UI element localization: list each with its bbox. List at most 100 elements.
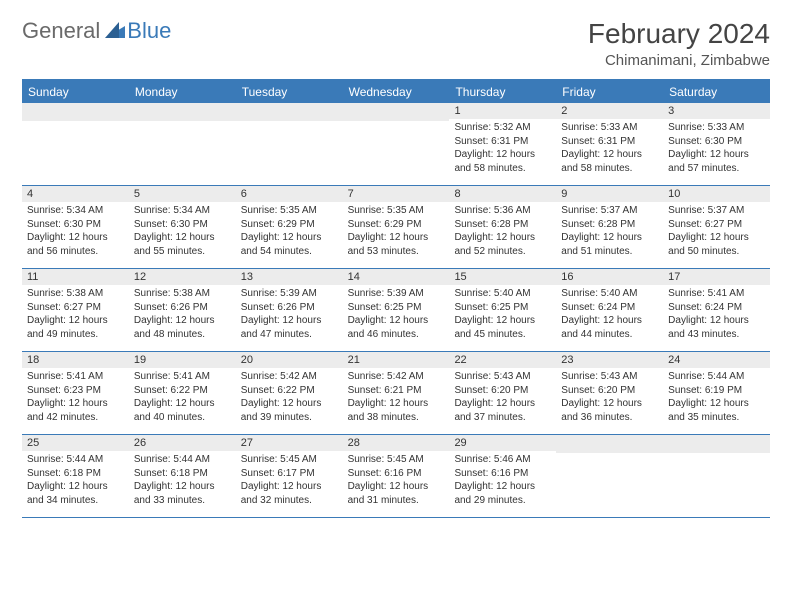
sunrise-text: Sunrise: 5:34 AM: [27, 204, 124, 218]
daylight-text: Daylight: 12 hours and 49 minutes.: [27, 314, 124, 341]
sunset-text: Sunset: 6:19 PM: [668, 384, 765, 398]
sunset-text: Sunset: 6:26 PM: [134, 301, 231, 315]
day-number: 28: [343, 435, 450, 451]
day-cell: [236, 103, 343, 185]
daylight-text: Daylight: 12 hours and 54 minutes.: [241, 231, 338, 258]
day-cell: 27Sunrise: 5:45 AMSunset: 6:17 PMDayligh…: [236, 435, 343, 517]
sunrise-text: Sunrise: 5:36 AM: [454, 204, 551, 218]
sunset-text: Sunset: 6:30 PM: [27, 218, 124, 232]
sunset-text: Sunset: 6:20 PM: [561, 384, 658, 398]
empty-day-number: [129, 103, 236, 121]
day-cell: 17Sunrise: 5:41 AMSunset: 6:24 PMDayligh…: [663, 269, 770, 351]
day-body: Sunrise: 5:37 AMSunset: 6:28 PMDaylight:…: [556, 202, 663, 262]
calendar: SundayMondayTuesdayWednesdayThursdayFrid…: [22, 79, 770, 518]
sunrise-text: Sunrise: 5:38 AM: [134, 287, 231, 301]
sunrise-text: Sunrise: 5:45 AM: [348, 453, 445, 467]
day-cell: 23Sunrise: 5:43 AMSunset: 6:20 PMDayligh…: [556, 352, 663, 434]
sunrise-text: Sunrise: 5:46 AM: [454, 453, 551, 467]
daylight-text: Daylight: 12 hours and 35 minutes.: [668, 397, 765, 424]
sunrise-text: Sunrise: 5:41 AM: [668, 287, 765, 301]
day-header-tuesday: Tuesday: [236, 81, 343, 103]
daylight-text: Daylight: 12 hours and 34 minutes.: [27, 480, 124, 507]
day-cell: 2Sunrise: 5:33 AMSunset: 6:31 PMDaylight…: [556, 103, 663, 185]
day-body: Sunrise: 5:39 AMSunset: 6:25 PMDaylight:…: [343, 285, 450, 345]
sunset-text: Sunset: 6:17 PM: [241, 467, 338, 481]
sunset-text: Sunset: 6:25 PM: [454, 301, 551, 315]
day-body: Sunrise: 5:37 AMSunset: 6:27 PMDaylight:…: [663, 202, 770, 262]
sunrise-text: Sunrise: 5:39 AM: [241, 287, 338, 301]
day-body: Sunrise: 5:35 AMSunset: 6:29 PMDaylight:…: [343, 202, 450, 262]
day-number: 3: [663, 103, 770, 119]
day-number: 10: [663, 186, 770, 202]
day-header-monday: Monday: [129, 81, 236, 103]
sunrise-text: Sunrise: 5:37 AM: [668, 204, 765, 218]
day-body: Sunrise: 5:44 AMSunset: 6:18 PMDaylight:…: [22, 451, 129, 511]
day-cell: 1Sunrise: 5:32 AMSunset: 6:31 PMDaylight…: [449, 103, 556, 185]
sunset-text: Sunset: 6:29 PM: [241, 218, 338, 232]
logo-text-general: General: [22, 18, 100, 44]
day-cell: 18Sunrise: 5:41 AMSunset: 6:23 PMDayligh…: [22, 352, 129, 434]
daylight-text: Daylight: 12 hours and 36 minutes.: [561, 397, 658, 424]
empty-day-number: [236, 103, 343, 121]
day-number: 8: [449, 186, 556, 202]
daylight-text: Daylight: 12 hours and 39 minutes.: [241, 397, 338, 424]
sunset-text: Sunset: 6:18 PM: [27, 467, 124, 481]
day-body: Sunrise: 5:43 AMSunset: 6:20 PMDaylight:…: [449, 368, 556, 428]
day-number: 24: [663, 352, 770, 368]
sunset-text: Sunset: 6:29 PM: [348, 218, 445, 232]
sunrise-text: Sunrise: 5:44 AM: [27, 453, 124, 467]
day-number: 5: [129, 186, 236, 202]
sunrise-text: Sunrise: 5:40 AM: [454, 287, 551, 301]
sunset-text: Sunset: 6:30 PM: [668, 135, 765, 149]
day-body: Sunrise: 5:44 AMSunset: 6:19 PMDaylight:…: [663, 368, 770, 428]
day-number: 18: [22, 352, 129, 368]
day-header-thursday: Thursday: [449, 81, 556, 103]
daylight-text: Daylight: 12 hours and 33 minutes.: [134, 480, 231, 507]
sunset-text: Sunset: 6:27 PM: [668, 218, 765, 232]
day-number: 17: [663, 269, 770, 285]
sunrise-text: Sunrise: 5:39 AM: [348, 287, 445, 301]
daylight-text: Daylight: 12 hours and 37 minutes.: [454, 397, 551, 424]
day-body: Sunrise: 5:41 AMSunset: 6:24 PMDaylight:…: [663, 285, 770, 345]
day-number: 26: [129, 435, 236, 451]
day-cell: [22, 103, 129, 185]
day-cell: 13Sunrise: 5:39 AMSunset: 6:26 PMDayligh…: [236, 269, 343, 351]
sunrise-text: Sunrise: 5:41 AM: [27, 370, 124, 384]
empty-day-number: [556, 435, 663, 453]
daylight-text: Daylight: 12 hours and 38 minutes.: [348, 397, 445, 424]
day-header-wednesday: Wednesday: [343, 81, 450, 103]
day-cell: [556, 435, 663, 517]
day-body: Sunrise: 5:43 AMSunset: 6:20 PMDaylight:…: [556, 368, 663, 428]
sunrise-text: Sunrise: 5:42 AM: [241, 370, 338, 384]
day-cell: 24Sunrise: 5:44 AMSunset: 6:19 PMDayligh…: [663, 352, 770, 434]
daylight-text: Daylight: 12 hours and 46 minutes.: [348, 314, 445, 341]
day-number: 2: [556, 103, 663, 119]
day-header-saturday: Saturday: [663, 81, 770, 103]
day-number: 7: [343, 186, 450, 202]
day-cell: 22Sunrise: 5:43 AMSunset: 6:20 PMDayligh…: [449, 352, 556, 434]
day-number: 14: [343, 269, 450, 285]
day-cell: [343, 103, 450, 185]
month-title: February 2024: [588, 18, 770, 50]
weeks-container: 1Sunrise: 5:32 AMSunset: 6:31 PMDaylight…: [22, 103, 770, 518]
empty-day-number: [663, 435, 770, 453]
day-number: 11: [22, 269, 129, 285]
logo-mark-icon: [105, 18, 125, 44]
day-body: Sunrise: 5:41 AMSunset: 6:23 PMDaylight:…: [22, 368, 129, 428]
day-cell: 3Sunrise: 5:33 AMSunset: 6:30 PMDaylight…: [663, 103, 770, 185]
daylight-text: Daylight: 12 hours and 47 minutes.: [241, 314, 338, 341]
sunset-text: Sunset: 6:28 PM: [454, 218, 551, 232]
empty-day-number: [22, 103, 129, 121]
title-block: February 2024 Chimanimani, Zimbabwe: [588, 18, 770, 69]
sunrise-text: Sunrise: 5:41 AM: [134, 370, 231, 384]
day-body: Sunrise: 5:42 AMSunset: 6:22 PMDaylight:…: [236, 368, 343, 428]
day-cell: 10Sunrise: 5:37 AMSunset: 6:27 PMDayligh…: [663, 186, 770, 268]
daylight-text: Daylight: 12 hours and 31 minutes.: [348, 480, 445, 507]
sunset-text: Sunset: 6:27 PM: [27, 301, 124, 315]
sunset-text: Sunset: 6:26 PM: [241, 301, 338, 315]
week-row: 18Sunrise: 5:41 AMSunset: 6:23 PMDayligh…: [22, 352, 770, 435]
sunset-text: Sunset: 6:16 PM: [348, 467, 445, 481]
day-cell: 4Sunrise: 5:34 AMSunset: 6:30 PMDaylight…: [22, 186, 129, 268]
sunset-text: Sunset: 6:25 PM: [348, 301, 445, 315]
sunrise-text: Sunrise: 5:38 AM: [27, 287, 124, 301]
